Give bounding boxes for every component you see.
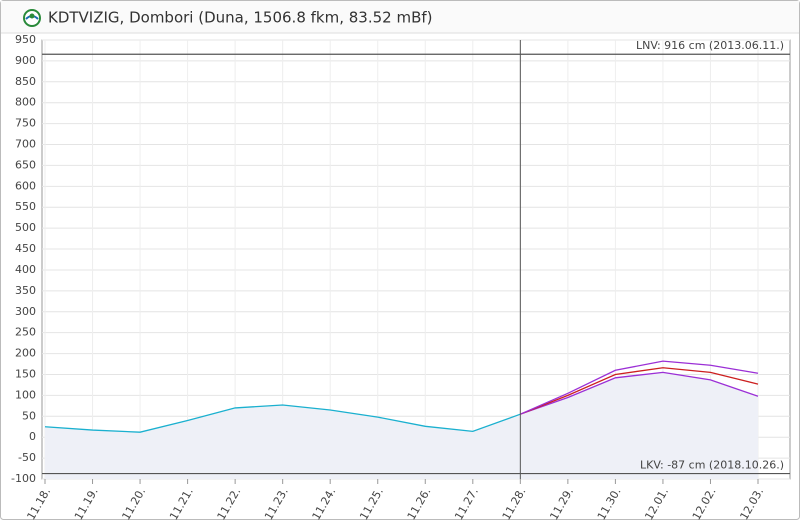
y-tick-label: 300 [15,305,36,318]
y-tick-label: 650 [15,158,36,171]
area [520,372,758,479]
y-tick-label: -100 [11,472,36,485]
y-tick-label: 800 [15,96,36,109]
y-tick-label: 50 [22,409,36,422]
y-tick-label: 150 [15,367,36,380]
y-tick-label: 950 [15,33,36,46]
series-line [520,360,759,415]
area [45,404,521,479]
y-tick-label: 550 [15,200,36,213]
y-tick-label: 350 [15,284,36,297]
logo [23,9,41,27]
reference-label: LNV: 916 cm (2013.06.11.) [636,39,784,52]
y-tick-label: 250 [15,326,36,339]
y-tick-label: 500 [15,221,36,234]
series-line [520,367,759,415]
y-tick-label: 100 [15,388,36,401]
chart-title: KDTVIZIG, Dombori (Duna, 1506.8 fkm, 83.… [48,9,433,27]
y-tick-label: 400 [15,263,36,276]
y-tick-label: 700 [15,138,36,151]
title-bar [1,1,799,33]
series-line [44,404,521,433]
y-tick-label: 750 [15,117,36,130]
y-tick-label: 450 [15,242,36,255]
y-tick-label: -50 [18,451,36,464]
y-tick-label: 900 [15,54,36,67]
series-line [520,371,759,415]
y-tick-label: 0 [29,430,36,443]
reference-label: LKV: -87 cm (2018.10.26.) [640,459,784,472]
y-tick-label: 200 [15,347,36,360]
y-tick-label: 850 [15,75,36,88]
y-tick-label: 600 [15,179,36,192]
